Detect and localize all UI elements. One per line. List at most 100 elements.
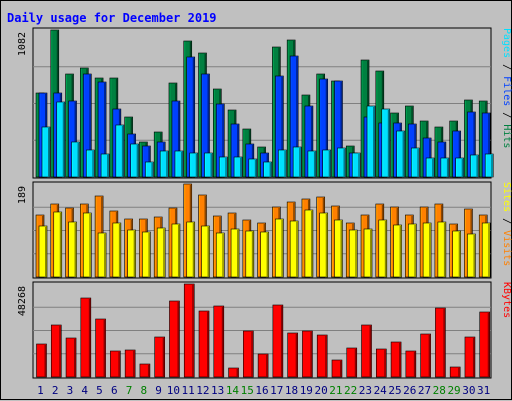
bar-kbytes-day-13 xyxy=(213,305,225,378)
day-group-18 xyxy=(287,332,298,378)
day-group-22 xyxy=(345,145,361,178)
x-tick-label-17: 17 xyxy=(270,384,283,397)
day-group-1 xyxy=(36,343,47,378)
x-tick-label-7: 7 xyxy=(126,384,133,397)
bar-sites-day-1 xyxy=(38,225,48,278)
day-group-24 xyxy=(375,203,388,278)
bar-kbytes-day-1 xyxy=(36,343,47,378)
x-tick-label-23: 23 xyxy=(359,384,372,397)
bar-sites-day-31 xyxy=(481,222,491,278)
bar-sites-day-17 xyxy=(275,218,284,278)
bar-kbytes-day-7 xyxy=(124,349,136,378)
bar-kbytes-day-4 xyxy=(80,297,92,378)
bar-pages-day-20 xyxy=(322,149,332,178)
bar-sites-day-11 xyxy=(186,221,196,278)
bar-sites-day-13 xyxy=(215,232,225,278)
day-group-21 xyxy=(331,80,346,178)
bar-sites-day-19 xyxy=(304,209,314,278)
bar-sites-day-6 xyxy=(112,222,122,278)
bar-pages-day-7 xyxy=(130,143,139,178)
bar-pages-day-11 xyxy=(189,152,199,178)
bar-sites-day-7 xyxy=(127,229,136,278)
day-group-22 xyxy=(346,347,358,378)
day-group-16 xyxy=(257,353,269,378)
bar-pages-day-10 xyxy=(174,150,184,178)
bar-kbytes-day-12 xyxy=(198,310,210,378)
bar-pages-day-5 xyxy=(100,153,110,178)
day-group-12 xyxy=(198,310,210,378)
legend-files: Files xyxy=(501,76,512,106)
bar-kbytes-day-20 xyxy=(316,334,328,378)
day-group-13 xyxy=(212,215,225,278)
day-group-2 xyxy=(50,29,66,178)
day-group-12 xyxy=(198,194,210,278)
day-group-11 xyxy=(183,40,199,178)
bar-pages-day-16 xyxy=(263,161,272,178)
day-group-30 xyxy=(464,99,479,178)
day-group-31 xyxy=(478,214,491,278)
day-group-23 xyxy=(360,214,373,278)
day-group-19 xyxy=(302,330,313,378)
x-tick-label-8: 8 xyxy=(140,384,147,397)
day-group-10 xyxy=(168,82,184,178)
bar-kbytes-day-24 xyxy=(376,348,387,378)
day-group-3 xyxy=(65,73,80,178)
day-group-11 xyxy=(183,183,196,278)
bar-sites-day-10 xyxy=(171,223,181,278)
day-group-31 xyxy=(478,100,494,178)
bar-kbytes-day-15 xyxy=(243,330,254,378)
bar-pages-day-15 xyxy=(248,158,258,178)
bar-sites-day-2 xyxy=(53,211,63,278)
day-group-21 xyxy=(331,359,343,378)
bar-kbytes-day-8 xyxy=(139,363,151,378)
bar-kbytes-day-17 xyxy=(272,304,284,378)
bar-pages-day-3 xyxy=(71,141,80,178)
day-group-18 xyxy=(286,201,299,278)
bar-kbytes-day-31 xyxy=(479,311,491,378)
day-group-15 xyxy=(242,128,258,178)
x-tick-label-10: 10 xyxy=(167,384,180,397)
day-group-23 xyxy=(361,324,372,378)
bar-pages-day-18 xyxy=(292,146,302,178)
bar-sites-day-12 xyxy=(201,225,210,278)
bar-kbytes-day-30 xyxy=(464,336,476,378)
day-group-13 xyxy=(213,305,225,378)
day-group-8 xyxy=(139,363,151,378)
bar-sites-day-18 xyxy=(289,220,299,278)
chart-title: Daily usage for December 2019 xyxy=(7,11,217,25)
day-group-8 xyxy=(139,141,154,178)
day-group-14 xyxy=(227,109,243,178)
day-group-15 xyxy=(242,219,255,278)
legend-visits: Visits xyxy=(501,230,512,266)
day-group-25 xyxy=(390,112,405,178)
panel-legend: KBytes xyxy=(501,282,512,318)
bar-pages-day-31 xyxy=(484,153,494,178)
day-group-19 xyxy=(301,198,314,278)
bar-kbytes-day-19 xyxy=(302,330,313,378)
bar-kbytes-day-18 xyxy=(287,332,298,378)
day-group-2 xyxy=(50,203,63,278)
x-tick-label-28: 28 xyxy=(433,384,446,397)
day-group-18 xyxy=(286,39,302,178)
bar-sites-day-14 xyxy=(230,228,240,278)
bar-sites-day-30 xyxy=(467,233,476,278)
x-tick-label-11: 11 xyxy=(182,384,195,397)
day-group-30 xyxy=(464,336,476,378)
bar-pages-day-28 xyxy=(440,157,450,178)
bar-kbytes-day-27 xyxy=(420,333,431,378)
bar-pages-day-25 xyxy=(396,130,405,178)
bar-pages-day-23 xyxy=(366,105,376,178)
day-group-14 xyxy=(228,367,239,378)
day-group-28 xyxy=(435,307,446,378)
y-max-label: 189 xyxy=(17,186,28,204)
day-group-11 xyxy=(183,283,195,378)
day-group-28 xyxy=(434,126,450,178)
day-group-17 xyxy=(272,304,284,378)
bar-kbytes-day-10 xyxy=(169,300,180,378)
bar-sites-day-16 xyxy=(260,231,269,278)
day-group-14 xyxy=(227,212,240,278)
day-group-6 xyxy=(110,350,121,378)
day-group-10 xyxy=(169,300,180,378)
day-group-24 xyxy=(375,70,391,178)
bar-pages-day-29 xyxy=(455,157,464,178)
